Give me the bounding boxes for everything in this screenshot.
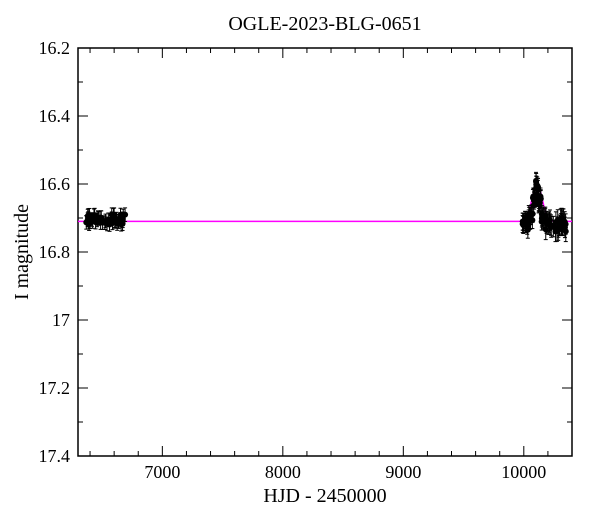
svg-text:8000: 8000: [265, 462, 301, 482]
svg-text:16.6: 16.6: [39, 174, 71, 194]
chart-svg: OGLE-2023-BLG-0651 7000 8000 9000 10000 16.2 1…: [0, 0, 600, 512]
svg-text:17.2: 17.2: [39, 378, 71, 398]
svg-text:10000: 10000: [501, 462, 546, 482]
svg-text:16.8: 16.8: [39, 242, 71, 262]
svg-text:9000: 9000: [385, 462, 421, 482]
svg-text:OGLE-2023-BLG-0651: OGLE-2023-BLG-0651: [228, 13, 421, 35]
svg-text:17.4: 17.4: [39, 446, 71, 466]
svg-text:HJD - 2450000: HJD - 2450000: [263, 485, 386, 507]
svg-text:7000: 7000: [144, 462, 180, 482]
svg-text:17: 17: [52, 310, 70, 330]
svg-text:I magnitude: I magnitude: [11, 204, 33, 300]
lightcurve-chart: OGLE-2023-BLG-0651 7000 8000 9000 10000 16.2 1…: [0, 0, 600, 512]
svg-text:16.4: 16.4: [39, 106, 71, 126]
svg-text:16.2: 16.2: [39, 38, 71, 58]
